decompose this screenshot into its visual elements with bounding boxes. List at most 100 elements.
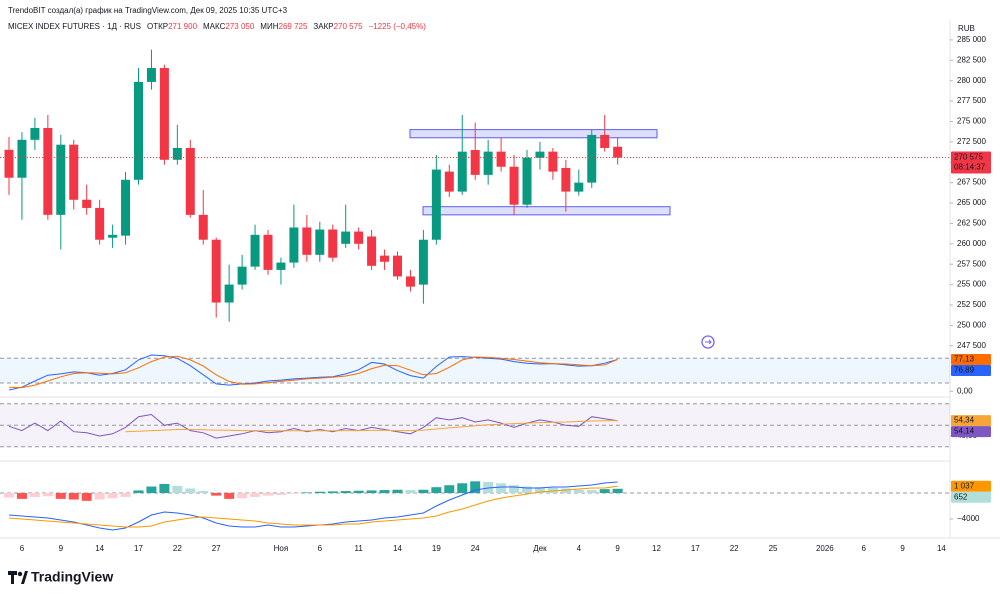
value-label-box <box>951 480 991 492</box>
value-label-box <box>951 415 991 427</box>
histogram-bar <box>275 493 286 495</box>
candle-body <box>172 147 182 160</box>
x-tick-label: 19 <box>432 544 441 553</box>
candle-body <box>470 150 480 175</box>
value-label-box <box>951 491 991 503</box>
y-tick-label: 282 500 <box>957 55 986 64</box>
candle-body <box>431 169 441 240</box>
candle-body <box>613 146 623 158</box>
y-tick-label: 280 000 <box>957 76 986 85</box>
x-tick-label: 6 <box>20 544 25 553</box>
high-value: 273 050 <box>225 22 254 31</box>
x-tick-label: 14 <box>393 544 402 553</box>
y-tick-label: 255 000 <box>957 280 986 289</box>
x-tick-label: 17 <box>691 544 700 553</box>
histogram-bar <box>366 490 377 494</box>
x-tick-label: Дек <box>533 544 547 553</box>
candle-body <box>535 151 545 158</box>
candle-body <box>354 231 364 244</box>
candle-body <box>224 284 234 303</box>
y-tick-label: 285 000 <box>957 35 986 44</box>
candle-body <box>95 207 105 240</box>
value-label-box <box>951 364 991 376</box>
value-label: 77,13 <box>954 355 975 364</box>
candle-body <box>4 149 14 178</box>
candle-body <box>574 182 584 192</box>
candle-body <box>509 166 519 205</box>
price-label: 270 575 <box>954 153 983 162</box>
candle-body <box>367 236 377 266</box>
histogram-bar <box>496 483 507 494</box>
histogram-bar <box>211 493 222 496</box>
candle-body <box>43 127 53 215</box>
y-tick-label: 250 000 <box>957 320 986 329</box>
histogram-bar <box>159 483 170 494</box>
candle-body <box>250 234 260 267</box>
indicator-line <box>125 420 618 433</box>
candle-body <box>302 227 312 255</box>
open-value: 271 900 <box>168 22 197 31</box>
currency: RUB <box>958 24 975 33</box>
zone <box>409 129 658 139</box>
x-tick-label: 11 <box>354 544 363 553</box>
histogram-bar <box>405 490 416 494</box>
candle-body <box>600 134 610 148</box>
candle-body <box>211 239 221 303</box>
y-tick-label: 0,00 <box>957 386 973 395</box>
histogram-bar <box>379 490 390 494</box>
histogram-bar <box>16 493 27 499</box>
histogram-bar <box>509 485 520 494</box>
histogram-bar <box>81 493 92 501</box>
histogram-bar <box>573 489 584 494</box>
histogram-bar <box>55 493 66 499</box>
x-tick-label: 4 <box>577 544 582 553</box>
y-tick-label: −4000 <box>957 514 980 523</box>
candle-body <box>108 234 118 238</box>
value-label-box <box>951 426 991 438</box>
candle-body <box>121 179 131 236</box>
x-tick-label: 17 <box>134 544 143 553</box>
x-tick-label: 9 <box>59 544 64 553</box>
histogram-bar <box>470 481 481 494</box>
candle-body <box>496 151 506 167</box>
x-tick-label: 9 <box>615 544 620 553</box>
histogram-bar <box>224 493 235 499</box>
band-fill <box>0 358 950 384</box>
scroll-button[interactable] <box>701 335 715 349</box>
histogram-bar <box>353 490 364 494</box>
tv-logo-text: TradingView <box>31 569 113 585</box>
y-tick-label: 247 500 <box>957 341 986 350</box>
countdown: 08:14:37 <box>954 163 986 172</box>
y-tick-label: 277 500 <box>957 96 986 105</box>
candle-body <box>561 167 571 192</box>
x-tick-label: 22 <box>730 544 739 553</box>
histogram-bar <box>547 487 558 494</box>
x-tick-label: 6 <box>861 544 866 553</box>
y-tick-label: 265 000 <box>957 198 986 207</box>
low-value: 269 725 <box>279 22 308 31</box>
candle-body <box>276 262 286 270</box>
close-value: 270 575 <box>334 22 363 31</box>
histogram-bar <box>457 483 468 494</box>
histogram-bar <box>599 489 610 494</box>
x-tick-label: 6 <box>318 544 323 553</box>
legend-line: MICEX INDEX FUTURES · 1Д · RUS ОТКР271 90… <box>8 22 426 31</box>
zone <box>422 206 671 216</box>
histogram-bar <box>560 488 571 494</box>
candle-body <box>159 68 169 160</box>
histogram-bar <box>146 486 157 494</box>
histogram-bar <box>534 487 545 494</box>
y-tick-label: 262 500 <box>957 219 986 228</box>
candle-body <box>56 144 66 215</box>
value-label: 1 037 <box>954 481 975 490</box>
candle-body <box>315 229 325 255</box>
change: −1225 (−0,45%) <box>369 22 427 31</box>
histogram-bar <box>237 493 248 499</box>
candle-body <box>146 68 156 82</box>
histogram-bar <box>612 488 623 494</box>
histogram-bar <box>250 493 261 497</box>
x-tick-label: 14 <box>937 544 946 553</box>
candle-body <box>341 231 351 244</box>
histogram-bar <box>431 487 442 494</box>
